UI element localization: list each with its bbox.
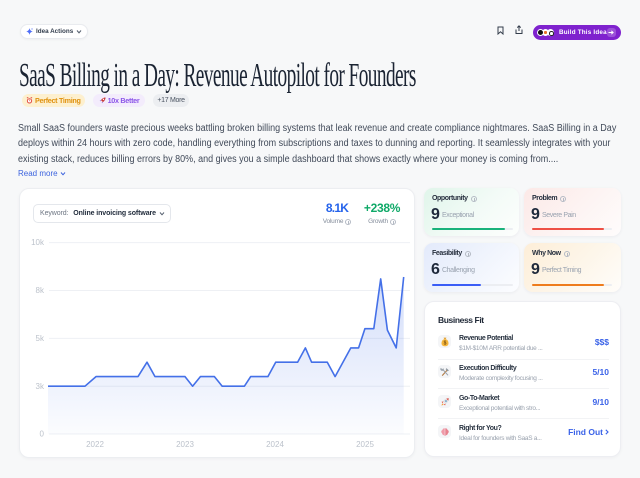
svg-text:5k: 5k xyxy=(36,334,45,343)
svg-text:2025: 2025 xyxy=(356,440,374,449)
svg-text:10k: 10k xyxy=(31,238,45,247)
svg-text:2023: 2023 xyxy=(176,440,194,449)
svg-text:$: $ xyxy=(443,340,446,346)
svg-text:2024: 2024 xyxy=(266,440,284,449)
svg-text:2022: 2022 xyxy=(86,440,104,449)
svg-text:0: 0 xyxy=(40,430,45,439)
svg-text:3k: 3k xyxy=(36,382,45,391)
svg-text:8k: 8k xyxy=(36,286,45,295)
